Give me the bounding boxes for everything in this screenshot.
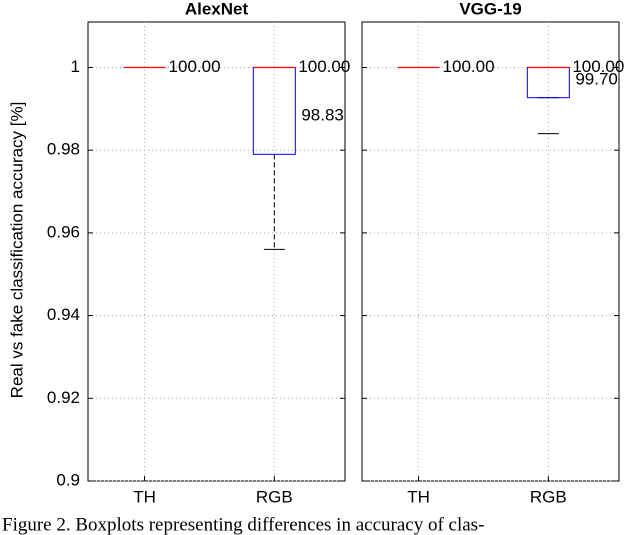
x-tick-label: RGB — [256, 487, 293, 506]
caption: Figure 2. Boxplots representing differen… — [2, 514, 484, 535]
x-tick-label: TH — [133, 487, 156, 506]
y-tick-label: 0.9 — [56, 470, 80, 489]
median-label: 100.00 — [443, 57, 495, 76]
y-tick-label: 0.96 — [47, 222, 80, 241]
plot-area — [361, 21, 620, 482]
y-tick-label: 0.94 — [47, 305, 80, 324]
mean-label: 98.83 — [301, 105, 344, 124]
panel-title: VGG-19 — [459, 0, 521, 18]
x-tick-label: RGB — [530, 487, 567, 506]
y-tick-label: 0.98 — [47, 140, 80, 159]
mean-label: 99.70 — [575, 69, 618, 88]
y-tick-label: 1 — [71, 57, 80, 76]
y-tick-label: 0.92 — [47, 388, 80, 407]
panel-title: AlexNet — [185, 0, 249, 18]
median-label: 100.00 — [169, 57, 221, 76]
median-label: 100.00 — [298, 57, 350, 76]
y-axis-label: Real vs fake classification accuracy [%] — [7, 102, 26, 399]
plot-area — [87, 21, 346, 482]
median-label: 100.00 — [572, 57, 624, 76]
x-tick-label: TH — [407, 487, 430, 506]
